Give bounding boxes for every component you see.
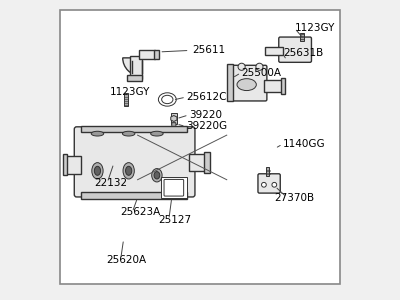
Text: 25623A: 25623A [120,207,160,218]
Text: 1123GY: 1123GY [295,23,336,33]
FancyBboxPatch shape [60,10,340,284]
Text: 39220: 39220 [190,110,222,120]
Ellipse shape [162,95,173,104]
FancyBboxPatch shape [264,80,283,92]
Circle shape [272,182,277,187]
Ellipse shape [92,163,103,179]
FancyBboxPatch shape [279,37,312,62]
FancyBboxPatch shape [81,126,187,132]
Polygon shape [171,116,177,122]
Ellipse shape [237,79,256,91]
Ellipse shape [91,131,104,136]
FancyBboxPatch shape [161,177,187,198]
Ellipse shape [123,163,134,179]
Text: 25612C: 25612C [187,92,227,101]
FancyBboxPatch shape [63,154,67,175]
FancyBboxPatch shape [66,156,80,174]
FancyBboxPatch shape [171,113,176,124]
Ellipse shape [126,166,132,175]
Text: 39220G: 39220G [187,121,228,131]
Text: 1123GY: 1123GY [109,87,150,97]
Circle shape [238,63,245,70]
FancyBboxPatch shape [300,33,304,40]
FancyBboxPatch shape [266,167,269,176]
FancyBboxPatch shape [258,174,280,193]
Text: 27370B: 27370B [274,193,314,202]
Ellipse shape [151,131,163,136]
FancyBboxPatch shape [164,179,184,196]
Ellipse shape [94,166,100,175]
Text: 25620A: 25620A [106,255,146,265]
Text: 22132: 22132 [94,178,128,188]
FancyBboxPatch shape [172,123,176,129]
FancyBboxPatch shape [139,50,156,59]
FancyBboxPatch shape [189,154,206,171]
Ellipse shape [122,131,135,136]
FancyBboxPatch shape [154,50,159,59]
FancyBboxPatch shape [204,152,210,173]
FancyBboxPatch shape [265,46,283,56]
FancyBboxPatch shape [127,75,142,81]
Circle shape [256,63,263,70]
Text: 1140GG: 1140GG [283,139,326,149]
Text: 25127: 25127 [158,215,192,225]
Ellipse shape [152,169,162,182]
FancyBboxPatch shape [227,64,233,101]
Wedge shape [123,58,140,76]
Text: 25500A: 25500A [242,68,282,78]
Text: 25611: 25611 [192,45,226,56]
Text: 25631B: 25631B [283,48,324,59]
FancyBboxPatch shape [228,65,267,101]
FancyBboxPatch shape [74,127,195,197]
FancyBboxPatch shape [124,93,128,106]
FancyBboxPatch shape [281,78,285,94]
Circle shape [262,182,266,187]
FancyBboxPatch shape [81,192,187,199]
Ellipse shape [154,172,160,179]
Ellipse shape [158,93,176,106]
FancyBboxPatch shape [130,56,142,79]
